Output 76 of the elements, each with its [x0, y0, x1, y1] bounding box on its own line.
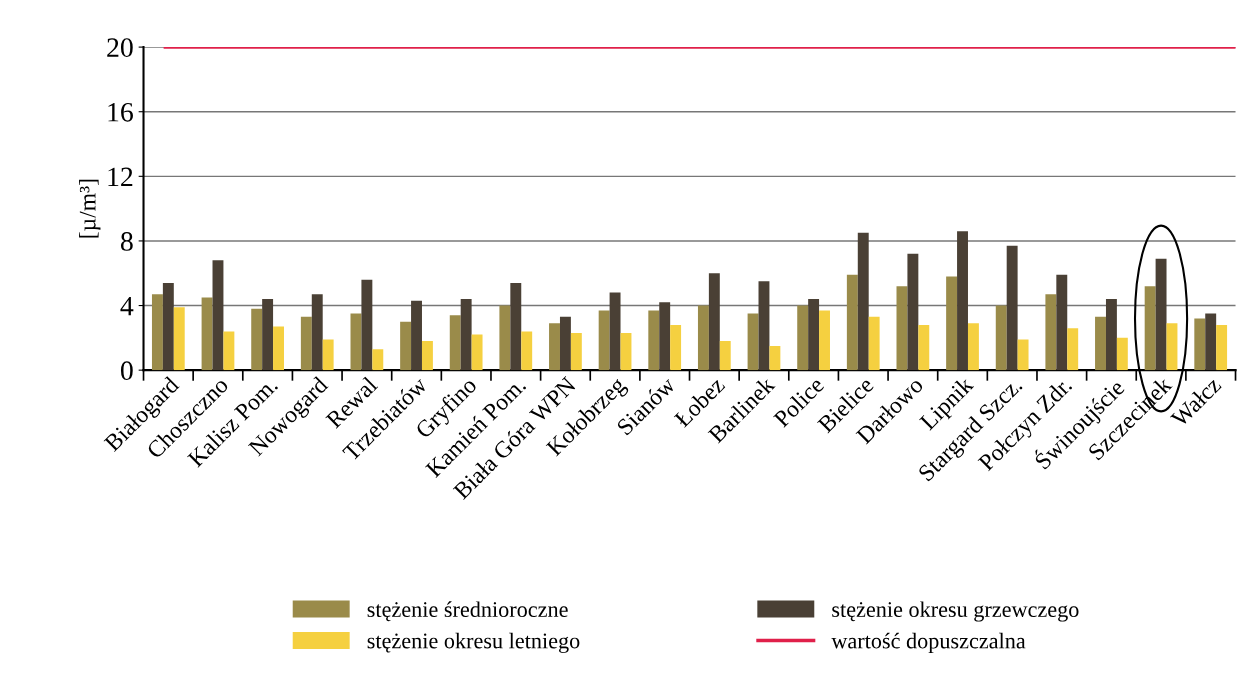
bar: [868, 316, 880, 371]
bar: [549, 323, 560, 371]
bar: [421, 341, 433, 371]
bar: [697, 305, 709, 371]
bar: [162, 282, 174, 371]
bar: [212, 260, 224, 371]
bar: [273, 326, 284, 371]
bar: [819, 310, 830, 371]
bar: [1067, 328, 1079, 371]
bar: [300, 316, 312, 371]
bar: [708, 273, 720, 371]
bar: [957, 231, 968, 371]
bar: [967, 323, 979, 371]
bar: [896, 286, 908, 371]
y-tick-label: 4: [120, 296, 134, 316]
bar: [598, 310, 610, 371]
bar: [521, 331, 533, 371]
bar: [411, 300, 422, 371]
bar: [808, 299, 820, 371]
bar: [1045, 294, 1057, 371]
bar: [361, 279, 373, 371]
bar: [995, 305, 1007, 371]
legend-label: stężenie średnioroczne: [367, 601, 568, 622]
bar: [151, 294, 163, 371]
bar: [559, 316, 571, 371]
bar: [223, 331, 235, 371]
bar: [350, 313, 362, 371]
bar: [1095, 316, 1106, 371]
bar: [1216, 324, 1228, 371]
y-axis-title: [µ/m³]: [79, 179, 101, 238]
bar: [1105, 299, 1117, 371]
bar: [1205, 313, 1217, 371]
bar: [460, 299, 472, 371]
bar: [1056, 274, 1068, 371]
bar: [946, 276, 958, 371]
bar: [918, 324, 930, 371]
bar: [570, 333, 582, 371]
bar: [747, 313, 759, 371]
bar: [372, 349, 384, 371]
bar: [262, 299, 274, 371]
bar: [797, 305, 809, 371]
bar: [499, 305, 511, 371]
bar: [201, 297, 213, 371]
bar: [758, 281, 770, 371]
legend-label: stężenie okresu grzewczego: [832, 601, 1079, 622]
bar: [471, 334, 483, 371]
bar: [719, 341, 731, 371]
bar: [1017, 339, 1029, 371]
bar: [1166, 323, 1178, 371]
y-tick-label: 12: [108, 167, 133, 186]
bar: [1116, 337, 1128, 371]
bar: [907, 253, 919, 371]
bar: [1006, 245, 1018, 371]
y-tick-label: 8: [120, 232, 133, 251]
bar: [648, 310, 660, 371]
bar: [173, 307, 185, 371]
bar: [857, 232, 869, 371]
legend-label: wartość dopuszczalna: [831, 632, 1026, 653]
bar: [1144, 286, 1156, 371]
bar: [1194, 318, 1206, 371]
bar: [846, 274, 858, 371]
bar: [769, 345, 781, 371]
bar: [311, 294, 323, 371]
bar: [609, 292, 621, 371]
bar: [659, 302, 671, 371]
y-tick-label: 20: [107, 38, 133, 58]
legend-label: stężenie okresu letniego: [367, 632, 580, 653]
y-tick-label: 16: [108, 102, 133, 122]
bar: [449, 315, 461, 371]
bar: [670, 324, 682, 371]
bar: [322, 339, 334, 371]
bar: [620, 333, 632, 371]
bar: [510, 282, 522, 371]
bar: [400, 321, 412, 371]
bar: [251, 308, 263, 371]
bar: [1155, 258, 1167, 371]
